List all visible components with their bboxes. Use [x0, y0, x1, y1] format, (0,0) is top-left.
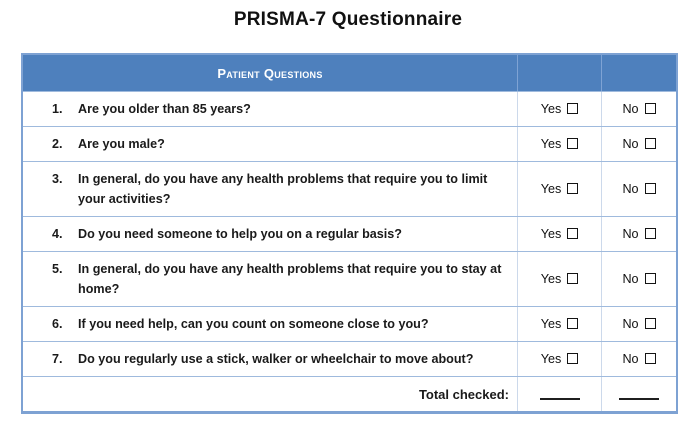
question-5-text: In general, do you have any health probl…: [78, 261, 502, 296]
q1-yes-checkbox-icon[interactable]: [567, 102, 579, 114]
header-cell-no: [601, 55, 676, 91]
header-cell-yes: [517, 55, 601, 91]
q2-yes-label: Yes: [540, 137, 562, 151]
q5-yes-label: Yes: [540, 272, 562, 286]
patient-questions-header-label: Patient Questions: [217, 65, 323, 81]
q4-yes-label: Yes: [540, 227, 562, 241]
page-title: PRISMA-7 Questionnaire: [233, 9, 463, 30]
q4-no-label: No: [622, 227, 639, 241]
question-7-number: 7.: [52, 351, 63, 366]
question-row-6: 6. If you need help, can you count on so…: [23, 306, 676, 341]
question-4-text: Do you need someone to help you on a reg…: [78, 226, 402, 241]
prisma7-table: Patient Questions 1. Are you older than …: [21, 53, 678, 414]
question-5-number: 5.: [52, 261, 63, 276]
q3-yes-checkbox-icon[interactable]: [567, 182, 579, 194]
q2-yes-checkbox-icon[interactable]: [567, 137, 579, 149]
question-row-2: 2. Are you male? Yes No: [23, 126, 676, 161]
q2-no-label: No: [622, 137, 639, 151]
question-row-5: 5. In general, do you have any health pr…: [23, 251, 676, 306]
q6-no-checkbox-icon[interactable]: [644, 317, 656, 329]
q7-no-label: No: [622, 352, 639, 366]
question-3-number: 3.: [52, 171, 63, 186]
total-row: Total checked:: [23, 376, 676, 411]
question-3-text: In general, do you have any health probl…: [78, 171, 488, 206]
q5-no-label: No: [622, 272, 639, 286]
q1-no-checkbox-icon[interactable]: [644, 102, 656, 114]
question-6-number: 6.: [52, 316, 63, 331]
q6-yes-checkbox-icon[interactable]: [567, 317, 579, 329]
question-row-3: 3. In general, do you have any health pr…: [23, 161, 676, 216]
q5-no-checkbox-icon[interactable]: [644, 272, 656, 284]
question-6-text: If you need help, can you count on someo…: [78, 316, 429, 331]
total-checked-label: Total checked:: [418, 386, 509, 402]
q7-no-checkbox-icon[interactable]: [644, 352, 656, 364]
q3-no-checkbox-icon[interactable]: [644, 182, 656, 194]
total-no-blank-field[interactable]: [619, 388, 659, 400]
q4-yes-checkbox-icon[interactable]: [567, 227, 579, 239]
q7-yes-checkbox-icon[interactable]: [567, 352, 579, 364]
table-header-row: Patient Questions: [23, 55, 676, 91]
q6-no-label: No: [622, 317, 639, 331]
q5-yes-checkbox-icon[interactable]: [567, 272, 579, 284]
q6-yes-label: Yes: [540, 317, 562, 331]
q3-yes-label: Yes: [540, 182, 562, 196]
question-row-7: 7. Do you regularly use a stick, walker …: [23, 341, 676, 376]
q2-no-checkbox-icon[interactable]: [644, 137, 656, 149]
q4-no-checkbox-icon[interactable]: [644, 227, 656, 239]
q1-no-label: No: [622, 102, 639, 116]
question-1-text: Are you older than 85 years?: [78, 101, 251, 116]
question-2-number: 2.: [52, 136, 63, 151]
question-2-text: Are you male?: [78, 136, 165, 151]
question-1-number: 1.: [52, 101, 63, 116]
total-yes-blank-field[interactable]: [539, 388, 580, 400]
q7-yes-label: Yes: [540, 352, 562, 366]
page: PRISMA-7 Questionnaire Patient Questions…: [0, 9, 696, 414]
question-7-text: Do you regularly use a stick, walker or …: [78, 351, 474, 366]
q3-no-label: No: [622, 182, 639, 196]
question-4-number: 4.: [52, 226, 63, 241]
q1-yes-label: Yes: [540, 102, 562, 116]
question-row-4: 4. Do you need someone to help you on a …: [23, 216, 676, 251]
header-cell-patient-questions: Patient Questions: [23, 55, 517, 91]
question-row-1: 1. Are you older than 85 years? Yes No: [23, 91, 676, 126]
